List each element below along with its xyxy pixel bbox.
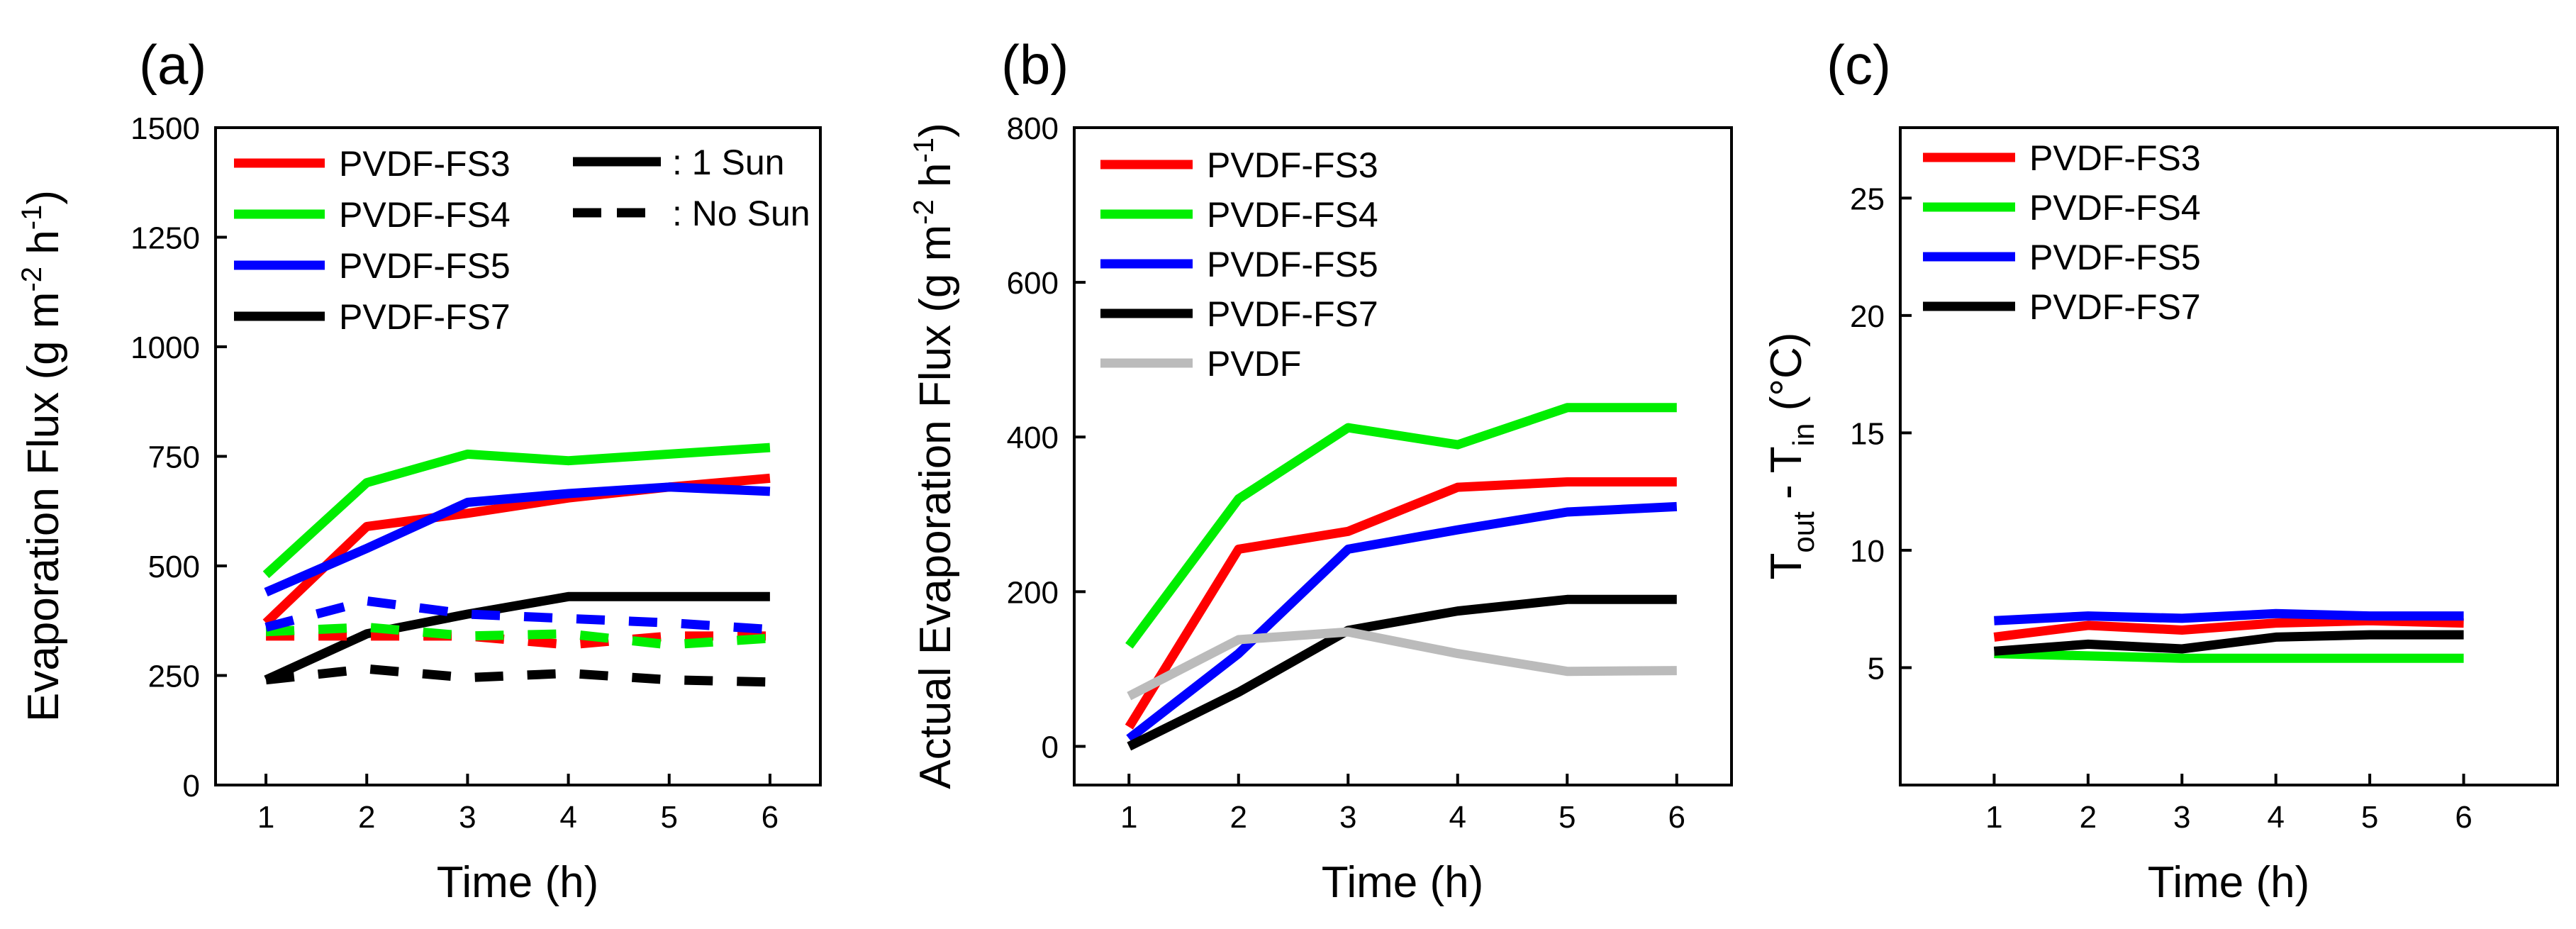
y-tick-label-c: 15 xyxy=(1850,416,1885,451)
legend-label-fs5-a: PVDF-FS5 xyxy=(339,246,511,286)
series-line-b-1 xyxy=(1125,403,1677,649)
legend-label-fs3-c: PVDF-FS3 xyxy=(2029,138,2201,178)
y-tick-label-c: 25 xyxy=(1850,182,1885,216)
x-tick-label-a: 5 xyxy=(661,800,678,835)
y-tick-label-a: 250 xyxy=(148,660,200,694)
series-line-a-7 xyxy=(265,664,771,687)
series-line-a-5 xyxy=(265,623,771,650)
series-line-a-3 xyxy=(264,591,770,684)
y-tick-label-c: 10 xyxy=(1850,534,1885,569)
x-axis-title-b: Time (h) xyxy=(1322,858,1483,907)
x-tick-label-c: 4 xyxy=(2267,800,2284,835)
y-tick-label-a: 500 xyxy=(148,550,200,584)
x-axis-title-c: Time (h) xyxy=(2148,858,2309,907)
series-line-c-3 xyxy=(1993,630,2464,656)
x-tick-label-a: 1 xyxy=(257,800,274,835)
y-tick-label-a: 750 xyxy=(148,440,200,475)
legend-label-fs3-b: PVDF-FS3 xyxy=(1207,145,1378,185)
plot-area-c: 1 2 3 4 5 6 5 10 15 20 25 xyxy=(1850,182,2472,835)
x-tick-label-a: 3 xyxy=(459,800,476,835)
legend-label-1sun: : 1 Sun xyxy=(672,143,784,182)
x-tick-label-b: 5 xyxy=(1559,800,1576,835)
x-axis-title-a: Time (h) xyxy=(437,858,598,907)
y-tick-label-b: 400 xyxy=(1007,421,1059,455)
x-tick-label-c: 5 xyxy=(2361,800,2378,835)
legend-label-fs5-b: PVDF-FS5 xyxy=(1207,245,1378,284)
panel-b: (b) 1 2 3 4 5 6 0 200 400 600 800 Time (h) Actual … xyxy=(908,33,1733,907)
x-tick-label-c: 1 xyxy=(1985,800,2002,835)
series-line-c-0 xyxy=(1993,616,2464,642)
legend-label-fs4-a: PVDF-FS4 xyxy=(339,195,511,235)
y-tick-label-a: 1500 xyxy=(130,111,200,146)
y-tick-label-a: 1250 xyxy=(130,221,200,256)
series-line-c-2 xyxy=(1994,608,2464,625)
series-line-a-6 xyxy=(264,596,771,635)
y-tick-label-c: 5 xyxy=(1868,651,1885,686)
x-tick-label-c: 6 xyxy=(2455,800,2472,835)
panel-label-b: (b) xyxy=(1001,33,1069,96)
y-tick-label-b: 200 xyxy=(1007,575,1059,610)
x-tick-label-a: 4 xyxy=(559,800,576,835)
x-tick-label-b: 6 xyxy=(1668,800,1685,835)
legend-label-fs7-c: PVDF-FS7 xyxy=(2029,287,2201,327)
x-tick-label-b: 2 xyxy=(1230,800,1247,835)
legend-label-fs5-c: PVDF-FS5 xyxy=(2029,238,2201,277)
legend-label-fs4-b: PVDF-FS4 xyxy=(1207,195,1378,235)
y-tick-label-a: 0 xyxy=(183,769,200,803)
legend-style-a: : 1 Sun : No Sun xyxy=(573,143,810,233)
x-tick-label-c: 3 xyxy=(2173,800,2190,835)
y-axis-title-a: Evaporation Flux (g m-2 h-1) xyxy=(16,190,68,722)
series-line-b-3 xyxy=(1127,594,1677,751)
legend-a: PVDF-FS3 PVDF-FS4 PVDF-FS5 PVDF-FS7 xyxy=(234,144,511,337)
y-tick-label-a: 1000 xyxy=(130,330,200,365)
y-tick-label-b: 600 xyxy=(1007,266,1059,301)
plot-area-b: 1 2 3 4 5 6 0 200 400 600 800 xyxy=(1007,111,1685,835)
series-line-b-4 xyxy=(1127,627,1677,701)
y-tick-label-c: 20 xyxy=(1850,299,1885,334)
plot-frame-b xyxy=(1073,126,1733,786)
series-line-a-1 xyxy=(262,443,771,579)
legend-c: PVDF-FS3 PVDF-FS4 PVDF-FS5 PVDF-FS7 xyxy=(1923,138,2201,327)
y-tick-label-b: 0 xyxy=(1042,730,1059,764)
series-line-b-2 xyxy=(1126,501,1678,742)
y-axis-title-c: Tout - Tin (°C) xyxy=(1762,333,1820,580)
y-axis-title-b: Actual Evaporation Flux (g m-2 h-1) xyxy=(908,123,960,789)
legend-label-fs7-b: PVDF-FS7 xyxy=(1207,294,1378,334)
series-line-c-1 xyxy=(1994,649,2464,663)
panel-label-c: (c) xyxy=(1827,33,1891,96)
x-tick-label-a: 6 xyxy=(762,800,779,835)
x-tick-label-a: 2 xyxy=(358,800,375,835)
x-tick-label-b: 4 xyxy=(1449,800,1466,835)
plot-frame-a xyxy=(214,126,822,786)
legend-label-fs3-a: PVDF-FS3 xyxy=(339,144,511,184)
series-line-b-0 xyxy=(1125,477,1677,730)
legend-label-pvdf-b: PVDF xyxy=(1207,344,1301,384)
legend-label-nosun: : No Sun xyxy=(672,194,810,233)
panel-c: (c) 1 2 3 4 5 6 5 10 15 20 25 Time (h) Tout - Tin … xyxy=(1762,33,2559,907)
series-line-a-4 xyxy=(266,631,770,650)
plot-frame-c xyxy=(1899,126,2559,786)
panel-a: (a) 1 2 3 4 5 6 0 250 500 750 1000 1250 1500 Time (h… xyxy=(16,33,822,907)
x-tick-label-b: 1 xyxy=(1120,800,1137,835)
legend-label-fs7-a: PVDF-FS7 xyxy=(339,297,511,337)
series-line-a-2 xyxy=(264,482,771,597)
legend-label-fs4-c: PVDF-FS4 xyxy=(2029,188,2201,228)
x-tick-label-b: 3 xyxy=(1339,800,1356,835)
plot-area-a: 1 2 3 4 5 6 0 250 500 750 1000 1250 1500 xyxy=(130,111,779,835)
y-tick-label-b: 800 xyxy=(1007,111,1059,146)
legend-b: PVDF-FS3 PVDF-FS4 PVDF-FS5 PVDF-FS7 PVDF xyxy=(1100,145,1378,384)
panel-label-a: (a) xyxy=(139,33,206,96)
x-tick-label-c: 2 xyxy=(2080,800,2097,835)
